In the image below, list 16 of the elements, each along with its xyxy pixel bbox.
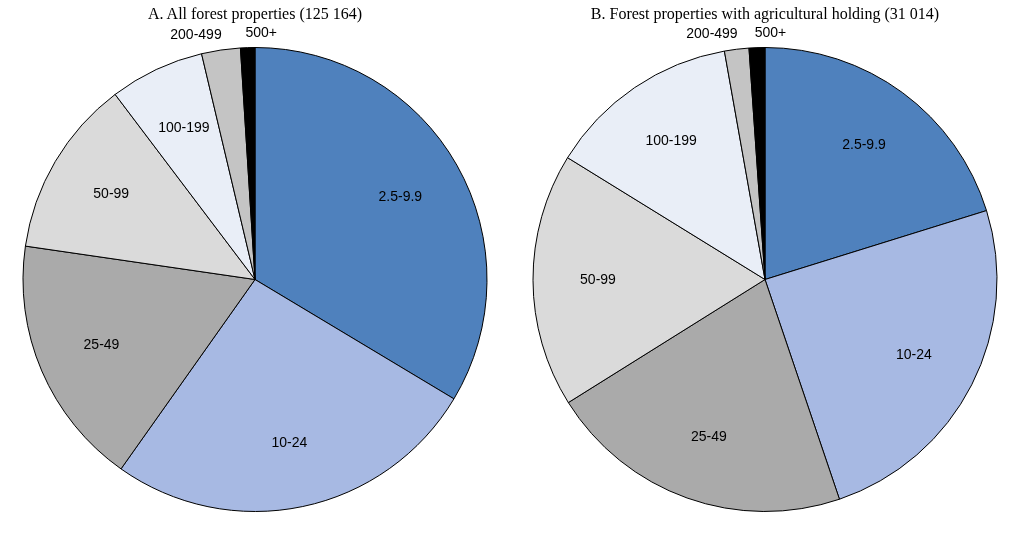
slice-label: 2.5-9.9: [378, 188, 423, 205]
slice-label: 25-49: [691, 427, 728, 444]
slice-label: 25-49: [83, 336, 120, 353]
slice-label: 200-499: [686, 25, 738, 42]
slice-label: 10-24: [895, 346, 932, 363]
slice-label: 50-99: [93, 185, 130, 202]
slice-label: 100-199: [158, 119, 210, 136]
slice-label: 200-499: [170, 26, 222, 43]
chart-title: A. All forest properties (125 164): [147, 4, 363, 23]
slice-label: 100-199: [645, 132, 698, 149]
chart-title: B. Forest properties with agricultural holding (31 014): [590, 4, 940, 23]
slice-label: 2.5-9.9: [842, 135, 887, 152]
slice-label: 500+: [245, 23, 278, 40]
slice-label: 10-24: [271, 433, 308, 450]
slice-label: 50-99: [580, 271, 617, 288]
slice-label: 500+: [754, 23, 787, 40]
